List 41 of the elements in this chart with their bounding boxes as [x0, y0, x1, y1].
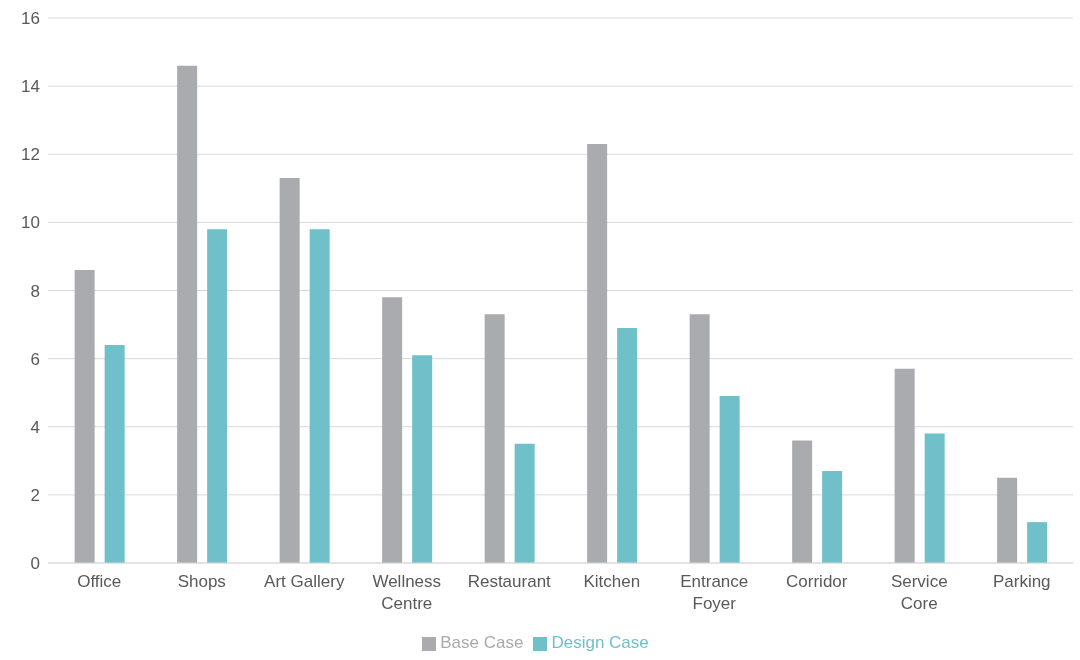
x-tick-label: Art Gallery	[264, 572, 345, 591]
bar	[997, 477, 1018, 563]
y-tick-label: 14	[21, 77, 40, 97]
bar	[104, 345, 125, 563]
y-tick-label: 16	[21, 9, 40, 29]
bar	[412, 355, 433, 563]
x-tick-label: Restaurant	[467, 572, 552, 591]
x-tick-label: Entrance Foyer	[680, 572, 749, 613]
x-tick-label: Corridor	[786, 572, 848, 591]
bar	[1027, 522, 1048, 563]
y-tick-label: 6	[30, 349, 40, 369]
bar	[279, 178, 300, 563]
bar	[719, 396, 740, 563]
bar	[894, 368, 915, 563]
bar	[689, 314, 710, 563]
x-tick-label: Shops	[177, 572, 226, 591]
bar	[309, 229, 330, 563]
y-tick-label: 12	[21, 145, 40, 165]
legend-label: Base Case	[440, 633, 524, 652]
bar	[514, 443, 535, 563]
y-tick-label: 4	[30, 417, 40, 437]
bar	[382, 297, 403, 563]
bar	[924, 433, 945, 563]
bar	[207, 229, 228, 563]
bar	[792, 440, 813, 563]
y-tick-label: 0	[30, 554, 40, 574]
bar	[587, 144, 608, 563]
y-tick-label: 8	[30, 281, 40, 301]
y-tick-label: 10	[21, 213, 40, 233]
y-tick-label: 2	[30, 485, 40, 505]
x-tick-label: Kitchen	[583, 572, 641, 591]
bar	[74, 270, 95, 563]
legend-label: Design Case	[551, 633, 649, 652]
bar	[617, 327, 638, 563]
x-tick-label: Office	[77, 572, 122, 591]
bar	[484, 314, 505, 563]
x-tick-label: Wellness Centre	[372, 572, 442, 613]
x-tick-label: Parking	[992, 572, 1051, 591]
x-tick-label: Service Core	[890, 572, 948, 613]
bar	[177, 65, 198, 563]
bar	[822, 471, 843, 563]
